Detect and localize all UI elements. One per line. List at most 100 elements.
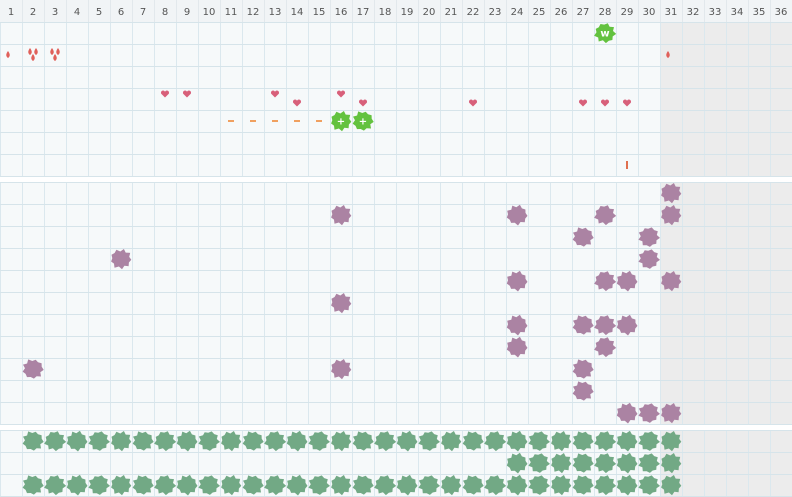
blob [286,474,308,496]
blob [242,431,264,451]
blob [616,474,638,496]
day-label: 17 [357,7,370,18]
blob [374,475,397,496]
blob [616,402,638,424]
blob [66,430,88,452]
blob [132,475,154,495]
day-label: 25 [533,7,546,18]
blob [22,475,44,495]
bar [626,161,628,169]
blob [111,475,132,496]
day-label: 11 [225,7,238,18]
day-label: 21 [445,7,458,18]
blob [44,475,67,496]
day-label: 7 [140,7,146,18]
dash [294,120,300,122]
blob [286,430,308,452]
blob [242,475,264,495]
blob [264,431,287,452]
blob-label: + [337,117,345,128]
blob [594,315,617,336]
heart [336,90,346,98]
blob [572,431,594,451]
blob [594,453,617,474]
blob [551,431,572,452]
day-label: 5 [96,7,102,18]
blob [111,431,132,452]
drop [50,48,54,55]
blob [506,314,528,336]
day-label: 6 [118,7,124,18]
heart [160,90,170,98]
blob [352,475,374,495]
blob [331,475,352,496]
blob [506,270,528,292]
drop [28,48,32,55]
blob [594,475,617,496]
day-label: 23 [489,7,502,18]
blob [418,475,440,495]
blob [44,431,67,452]
blob [441,431,462,452]
blob [441,475,462,496]
drops [28,48,38,61]
blob [616,270,638,292]
drop [56,48,60,55]
blob [551,453,572,474]
blob [572,453,594,473]
blob [528,475,550,495]
drop [34,48,38,55]
separator [0,176,792,182]
blob [308,475,330,495]
blob [154,475,177,496]
separator [0,424,792,430]
blob [88,431,110,451]
blob [594,271,617,292]
blob [616,430,638,452]
blob [221,475,242,496]
day-label: 20 [423,7,436,18]
blob [506,474,528,496]
drop [53,54,57,61]
blob [176,430,198,452]
blob [88,475,110,495]
blob [661,271,682,292]
blob [176,474,198,496]
blob [661,205,682,226]
blob [638,431,660,451]
blob [638,403,660,423]
heart [622,99,632,107]
day-label: 3 [52,7,58,18]
day-label: 24 [511,7,524,18]
blob [616,314,638,336]
dash [228,120,234,122]
heart [292,99,302,107]
blob [572,381,594,401]
day-label: 27 [577,7,590,18]
blob [418,431,440,451]
day-label: 4 [74,7,80,18]
blob [198,431,220,451]
day-label: 2 [30,7,36,18]
day-label: 18 [379,7,392,18]
dash [272,120,278,122]
blob [638,475,660,495]
blob [331,205,352,226]
blob [594,23,617,44]
blob [331,359,352,380]
day-label: 28 [599,7,612,18]
day-label: 32 [687,7,700,18]
day-label: 29 [621,7,634,18]
blob [594,205,617,226]
day-label: 35 [753,7,766,18]
blob [572,359,594,379]
blob [638,453,660,473]
blob [661,183,682,204]
blob [396,474,418,496]
blob [661,403,682,424]
day-label: 19 [401,7,414,18]
blob [331,111,352,132]
heart [182,90,192,98]
